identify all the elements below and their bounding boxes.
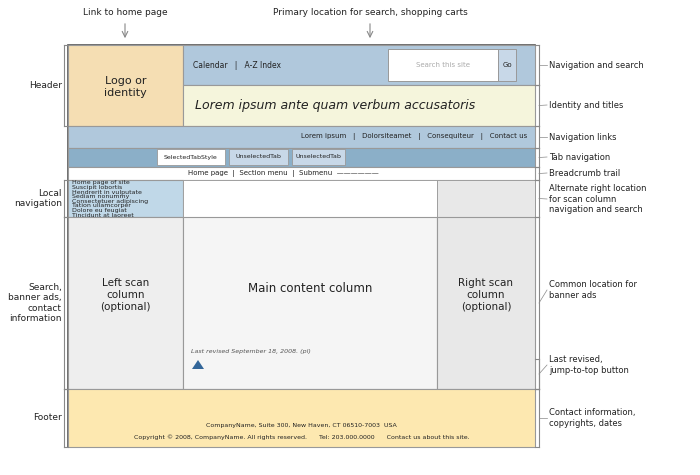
Text: Footer: Footer (34, 414, 62, 422)
Text: CompanyName, Suite 300, New Haven, CT 06510-7003  USA: CompanyName, Suite 300, New Haven, CT 06… (206, 422, 397, 428)
Text: Logo or: Logo or (105, 76, 146, 86)
Text: Search this site: Search this site (416, 62, 470, 68)
Bar (388, 49, 498, 81)
Bar (292, 149, 345, 165)
Text: identity: identity (104, 87, 147, 97)
Polygon shape (192, 360, 204, 369)
Text: Common location for
banner ads: Common location for banner ads (549, 280, 637, 300)
Bar (183, 217, 437, 389)
Text: Last revised,
jump-to-top button: Last revised, jump-to-top button (549, 355, 629, 375)
Text: Primary location for search, shopping carts: Primary location for search, shopping ca… (272, 8, 468, 17)
Bar (498, 49, 516, 81)
Bar (68, 126, 535, 148)
Text: Tab navigation: Tab navigation (549, 152, 610, 162)
Text: UnselectedTab: UnselectedTab (295, 154, 342, 160)
Text: Contact information,
copyrights, dates: Contact information, copyrights, dates (549, 408, 636, 428)
Text: Home page of site: Home page of site (72, 180, 130, 185)
Bar (183, 45, 535, 85)
Text: Tincidunt at laoreet: Tincidunt at laoreet (72, 213, 134, 218)
Text: Right scan
column
(optional): Right scan column (optional) (458, 278, 514, 312)
Text: Calendar   |   A-Z Index: Calendar | A-Z Index (193, 60, 281, 69)
Text: Hendrerit in vulputate: Hendrerit in vulputate (72, 190, 142, 195)
Bar (68, 217, 183, 389)
Text: Local
navigation: Local navigation (14, 189, 62, 208)
Text: Lorem ipsum   |   Dolorsiteamet   |   Consequiteur   |   Contact us: Lorem ipsum | Dolorsiteamet | Consequite… (301, 133, 527, 141)
Bar (68, 148, 535, 167)
Bar (183, 180, 437, 217)
Text: Lorem ipsum ante quam verbum accusatoris: Lorem ipsum ante quam verbum accusatoris (195, 99, 475, 112)
Text: Sediam nonummy: Sediam nonummy (72, 194, 130, 199)
Text: UnselectedTab: UnselectedTab (236, 154, 281, 160)
Text: Last revised September 18, 2008. (pl): Last revised September 18, 2008. (pl) (191, 349, 311, 353)
Bar (68, 45, 183, 126)
Text: Left scan
column
(optional): Left scan column (optional) (100, 278, 150, 312)
Bar (68, 167, 535, 180)
Text: Alternate right location
for scan column
navigation and search: Alternate right location for scan column… (549, 184, 647, 214)
Bar (437, 217, 535, 389)
Text: Main content column: Main content column (248, 282, 372, 294)
Bar (68, 180, 183, 217)
Text: Tation ullamcorper: Tation ullamcorper (72, 203, 131, 209)
Text: Home page  |  Section menu  |  Submenu  ——————: Home page | Section menu | Submenu —————… (188, 170, 379, 177)
Text: Suscipit lobortis: Suscipit lobortis (72, 185, 122, 190)
Bar (157, 149, 225, 165)
Text: Dolore eu feugiat: Dolore eu feugiat (72, 208, 127, 213)
Text: Navigation links: Navigation links (549, 133, 617, 142)
Text: Search,
banner ads,
contact
information: Search, banner ads, contact information (8, 283, 62, 323)
Text: Header: Header (29, 81, 62, 90)
Text: SelectedTabStyle: SelectedTabStyle (164, 154, 218, 160)
Text: Identity and titles: Identity and titles (549, 101, 624, 110)
Text: Link to home page: Link to home page (83, 8, 167, 17)
Bar (68, 389, 535, 447)
Text: Copyright © 2008, CompanyName. All rights reserved.      Tel: 203.000.0000      : Copyright © 2008, CompanyName. All right… (134, 434, 469, 440)
Bar (437, 180, 535, 217)
Text: Consectetuer adipiscing: Consectetuer adipiscing (72, 199, 148, 204)
Bar (229, 149, 288, 165)
Text: Breadcrumb trail: Breadcrumb trail (549, 169, 620, 178)
Bar (68, 45, 535, 447)
Bar (183, 85, 535, 126)
Text: Go: Go (502, 62, 512, 68)
Text: Navigation and search: Navigation and search (549, 60, 644, 69)
